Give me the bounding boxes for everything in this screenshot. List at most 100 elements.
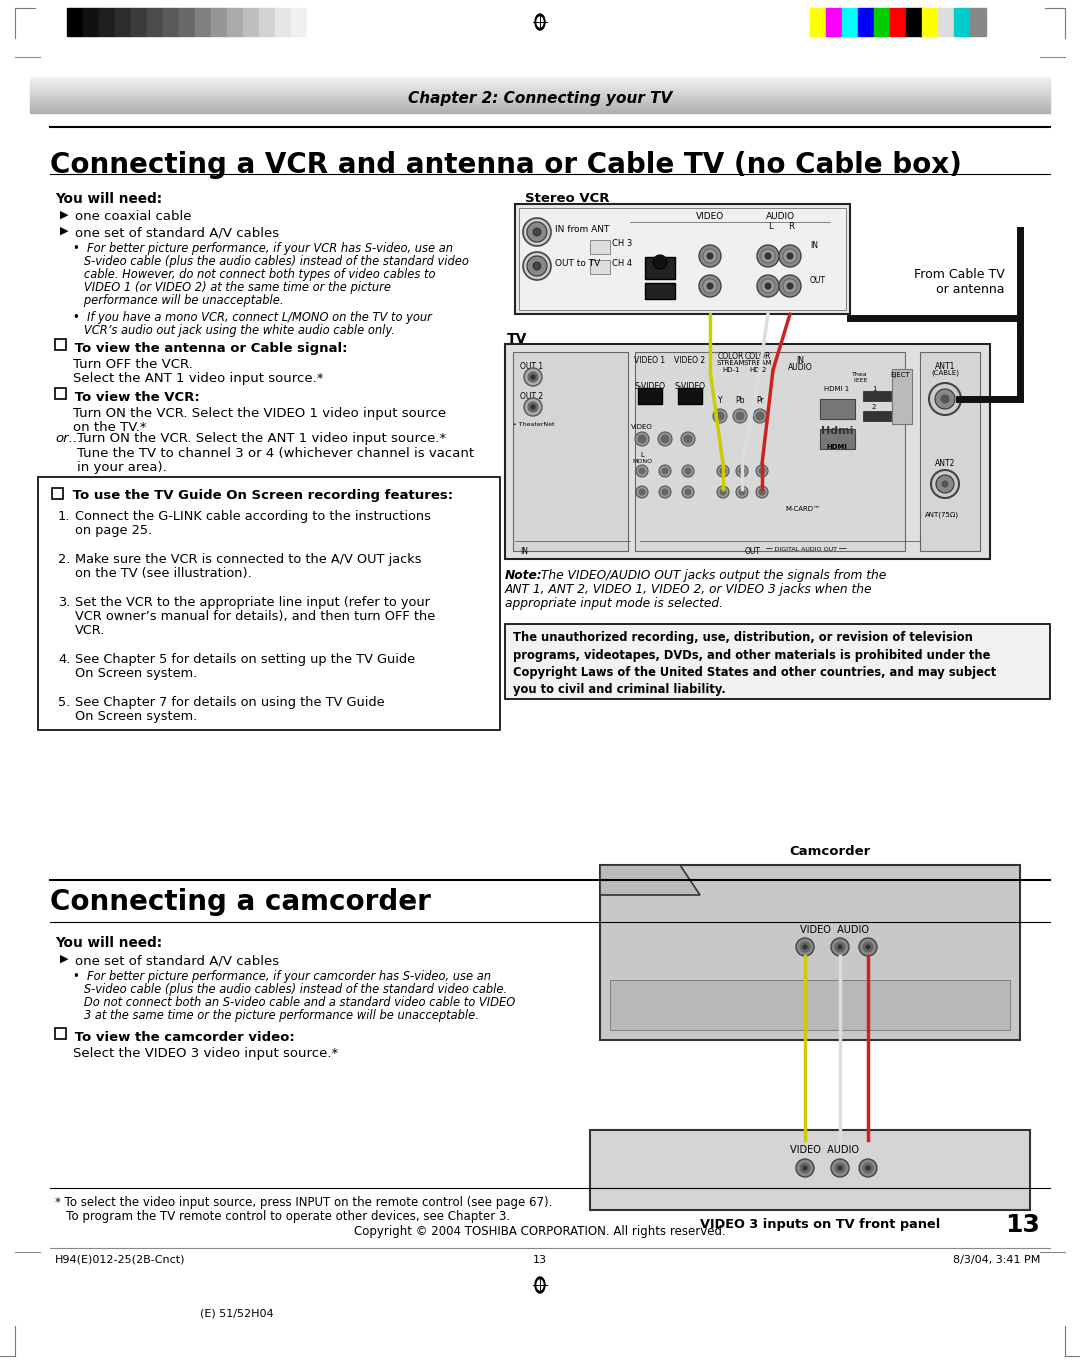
- Text: in your area).: in your area).: [77, 461, 166, 475]
- Text: on the TV.*: on the TV.*: [73, 421, 147, 434]
- Text: IN from ANT: IN from ANT: [555, 225, 609, 235]
- Circle shape: [681, 465, 694, 477]
- Circle shape: [804, 1166, 807, 1170]
- Bar: [243, 8, 259, 35]
- Text: Connect the G-LINK cable according to the instructions: Connect the G-LINK cable according to th…: [75, 510, 431, 522]
- Bar: [590, 1129, 1030, 1210]
- Text: cable. However, do not connect both types of video cables to: cable. However, do not connect both type…: [73, 267, 435, 281]
- Circle shape: [635, 432, 649, 446]
- Bar: [505, 344, 990, 559]
- Bar: [892, 370, 912, 424]
- Circle shape: [756, 486, 768, 498]
- Text: Set the VCR to the appropriate line input (refer to your: Set the VCR to the appropriate line inpu…: [75, 596, 430, 608]
- Circle shape: [523, 252, 551, 280]
- Text: OUT 2: OUT 2: [519, 391, 543, 401]
- Circle shape: [936, 475, 954, 492]
- Bar: [519, 207, 846, 310]
- Text: VIDEO 3 inputs on TV front panel: VIDEO 3 inputs on TV front panel: [700, 1218, 940, 1230]
- Bar: [820, 430, 855, 449]
- Circle shape: [831, 1159, 849, 1177]
- Text: VIDEO 1: VIDEO 1: [634, 356, 665, 366]
- Bar: [600, 865, 1020, 1039]
- Text: Turn ON the VCR. Select the ANT 1 video input source.*: Turn ON the VCR. Select the ANT 1 video …: [77, 432, 446, 445]
- Text: 13: 13: [1005, 1213, 1040, 1237]
- Text: TV: TV: [507, 331, 527, 346]
- Text: 2.: 2.: [58, 552, 70, 566]
- Text: Copyright © 2004 TOSHIBA CORPORATION. All rights reserved.: Copyright © 2004 TOSHIBA CORPORATION. Al…: [354, 1225, 726, 1239]
- Circle shape: [800, 1163, 810, 1173]
- Circle shape: [527, 222, 546, 241]
- Bar: [906, 8, 922, 35]
- Circle shape: [528, 402, 538, 412]
- Circle shape: [534, 262, 541, 270]
- Bar: [635, 352, 905, 551]
- Circle shape: [720, 490, 726, 495]
- Bar: [163, 8, 179, 35]
- Circle shape: [835, 1163, 845, 1173]
- Circle shape: [739, 490, 745, 495]
- Circle shape: [859, 1159, 877, 1177]
- Circle shape: [796, 938, 814, 956]
- Circle shape: [761, 280, 775, 293]
- Circle shape: [524, 398, 542, 416]
- Text: ANT2: ANT2: [935, 460, 955, 468]
- Circle shape: [699, 276, 721, 297]
- Bar: [858, 8, 874, 35]
- Bar: [55, 1028, 66, 1039]
- Circle shape: [707, 252, 713, 259]
- Text: 8/3/04, 3:41 PM: 8/3/04, 3:41 PM: [953, 1255, 1040, 1264]
- Bar: [83, 8, 99, 35]
- Bar: [820, 400, 855, 419]
- Bar: [211, 8, 227, 35]
- Circle shape: [838, 1166, 842, 1170]
- Text: Tune the TV to channel 3 or 4 (whichever channel is vacant: Tune the TV to channel 3 or 4 (whichever…: [77, 447, 474, 460]
- Text: ANT 1, ANT 2, VIDEO 1, VIDEO 2, or VIDEO 3 jacks when the: ANT 1, ANT 2, VIDEO 1, VIDEO 2, or VIDEO…: [505, 582, 873, 596]
- Circle shape: [735, 486, 748, 498]
- Circle shape: [523, 218, 551, 246]
- Text: 3 at the same time or the picture performance will be unacceptable.: 3 at the same time or the picture perfor…: [73, 1009, 478, 1022]
- Text: VCR owner’s manual for details), and then turn OFF the: VCR owner’s manual for details), and the…: [75, 610, 435, 623]
- Circle shape: [783, 250, 797, 263]
- Text: on page 25.: on page 25.: [75, 524, 152, 537]
- Text: one coaxial cable: one coaxial cable: [75, 210, 191, 222]
- Text: Do not connect both an S-video cable and a standard video cable to VIDEO: Do not connect both an S-video cable and…: [73, 996, 515, 1009]
- Bar: [842, 8, 858, 35]
- Text: Note:: Note:: [505, 569, 542, 582]
- Circle shape: [759, 468, 765, 475]
- Circle shape: [783, 280, 797, 293]
- Circle shape: [531, 405, 535, 409]
- Text: R: R: [788, 222, 794, 231]
- Text: 13: 13: [534, 1255, 546, 1264]
- Text: The VIDEO/AUDIO OUT jacks output the signals from the: The VIDEO/AUDIO OUT jacks output the sig…: [537, 569, 887, 582]
- Circle shape: [759, 490, 765, 495]
- Bar: [114, 8, 131, 35]
- Bar: [38, 477, 500, 730]
- Text: S-video cable (plus the audio cables) instead of the standard video: S-video cable (plus the audio cables) in…: [73, 255, 469, 267]
- Bar: [590, 261, 610, 274]
- Circle shape: [716, 412, 724, 420]
- Text: •  For better picture performance, if your camcorder has S-video, use an: • For better picture performance, if you…: [73, 970, 491, 983]
- Circle shape: [699, 246, 721, 267]
- Bar: [99, 8, 114, 35]
- Bar: [863, 411, 891, 421]
- Text: HD-2: HD-2: [750, 367, 767, 372]
- Circle shape: [713, 409, 727, 423]
- Text: Pb: Pb: [735, 396, 745, 405]
- Text: Turn ON the VCR. Select the VIDEO 1 video input source: Turn ON the VCR. Select the VIDEO 1 vide…: [73, 406, 446, 420]
- Bar: [275, 8, 291, 35]
- Text: (CABLE): (CABLE): [931, 370, 959, 375]
- Text: IN: IN: [810, 241, 818, 250]
- Text: On Screen system.: On Screen system.: [75, 711, 198, 723]
- Text: You will need:: You will need:: [55, 192, 162, 206]
- Text: • TheaterNet: • TheaterNet: [513, 421, 554, 427]
- Ellipse shape: [537, 1279, 543, 1290]
- Text: To view the VCR:: To view the VCR:: [70, 391, 200, 404]
- Bar: [147, 8, 163, 35]
- Bar: [678, 387, 702, 404]
- Circle shape: [859, 938, 877, 956]
- Bar: [863, 391, 891, 401]
- Circle shape: [765, 252, 771, 259]
- Bar: [52, 488, 63, 499]
- Text: Connecting a VCR and antenna or Cable TV (no Cable box): Connecting a VCR and antenna or Cable TV…: [50, 151, 962, 179]
- Circle shape: [941, 396, 949, 402]
